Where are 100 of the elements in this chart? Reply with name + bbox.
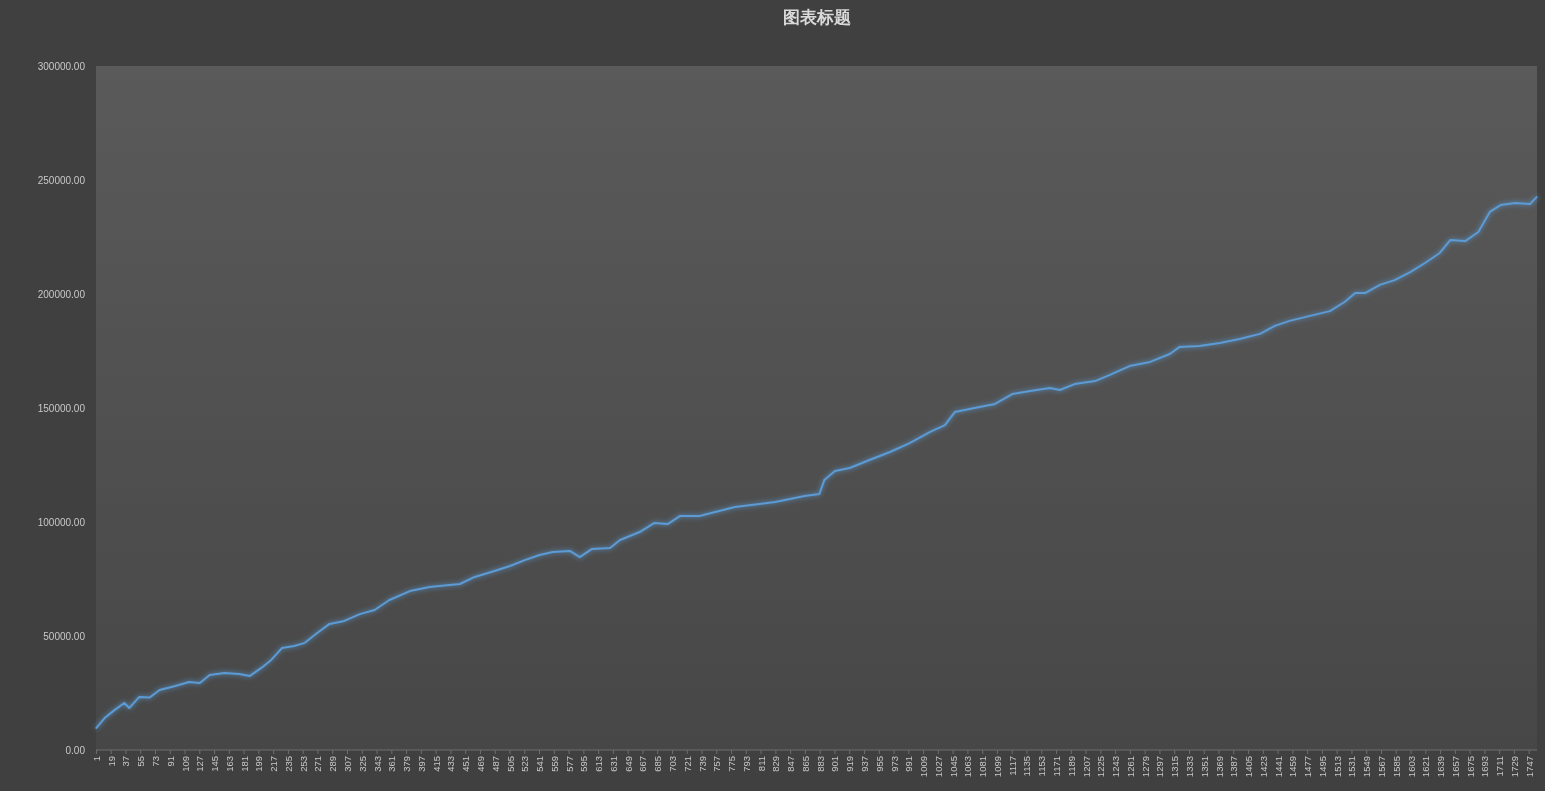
x-tick-label: 541 xyxy=(534,756,546,772)
x-tick-label: 1009 xyxy=(918,756,930,778)
x-tick-label: 505 xyxy=(504,756,516,772)
x-tick-label: 1315 xyxy=(1169,756,1181,778)
x-tick-label: 1441 xyxy=(1272,756,1284,778)
x-tick-label: 1513 xyxy=(1331,756,1343,778)
x-tick-label: 1477 xyxy=(1302,756,1314,778)
x-tick-label: 919 xyxy=(844,756,856,772)
x-tick-label: 37 xyxy=(120,756,132,767)
chart-title: 图表标题 xyxy=(782,8,851,27)
x-tick-label: 1423 xyxy=(1257,756,1269,778)
x-tick-label: 1027 xyxy=(932,756,944,778)
x-tick-label: 451 xyxy=(460,756,472,772)
x-tick-label: 775 xyxy=(726,756,738,772)
x-tick-label: 181 xyxy=(238,756,250,772)
x-tick-label: 631 xyxy=(607,756,619,772)
x-tick-label: 559 xyxy=(548,756,560,772)
x-tick-label: 1117 xyxy=(1006,756,1018,776)
x-tick-label: 1045 xyxy=(947,756,959,778)
x-tick-label: 595 xyxy=(578,756,590,772)
x-tick-label: 1081 xyxy=(977,756,989,778)
x-tick-label: 703 xyxy=(666,756,678,772)
x-tick-label: 1243 xyxy=(1110,756,1122,778)
y-tick-label: 250000.00 xyxy=(37,174,86,186)
x-tick-label: 253 xyxy=(297,756,309,772)
x-tick-label: 55 xyxy=(135,756,147,767)
x-tick-label: 1657 xyxy=(1449,756,1461,778)
x-tick-label: 1063 xyxy=(962,756,974,778)
x-tick-label: 1261 xyxy=(1124,756,1136,778)
x-tick-label: 739 xyxy=(696,756,708,772)
x-tick-label: 1747 xyxy=(1523,756,1535,778)
x-tick-label: 613 xyxy=(593,756,605,772)
x-tick-label: 523 xyxy=(519,756,531,772)
x-tick-label: 289 xyxy=(327,756,339,772)
x-tick-label: 1279 xyxy=(1139,756,1151,778)
x-tick-label: 1387 xyxy=(1228,756,1240,778)
x-tick-label: 685 xyxy=(652,756,664,772)
x-tick-label: 1495 xyxy=(1316,756,1328,778)
x-tick-label: 829 xyxy=(770,756,782,772)
x-tick-label: 937 xyxy=(859,756,871,772)
y-tick-label: 200000.00 xyxy=(37,288,86,300)
x-tick-label: 1693 xyxy=(1479,756,1491,778)
y-tick-label: 150000.00 xyxy=(37,402,86,414)
x-tick-label: 793 xyxy=(740,756,752,772)
x-tick-label: 1585 xyxy=(1390,756,1402,778)
y-tick-label: 100000.00 xyxy=(37,516,86,528)
x-tick-label: 361 xyxy=(386,756,398,772)
x-tick-label: 973 xyxy=(888,756,900,772)
x-tick-label: 721 xyxy=(681,756,693,772)
x-tick-label: 1207 xyxy=(1080,756,1092,778)
x-tick-label: 811 xyxy=(755,756,767,772)
y-tick-label: 50000.00 xyxy=(43,630,86,642)
x-tick-label: 1675 xyxy=(1464,756,1476,778)
y-tick-label: 300000.00 xyxy=(37,60,86,72)
x-tick-label: 325 xyxy=(356,756,368,772)
x-tick-label: 433 xyxy=(445,756,457,772)
x-tick-label: 667 xyxy=(637,756,649,772)
x-tick-label: 1459 xyxy=(1287,756,1299,778)
line-series xyxy=(95,196,1538,729)
x-tick-label: 1189 xyxy=(1065,756,1077,777)
x-tick-label: 1 xyxy=(90,756,102,762)
x-tick-label: 1405 xyxy=(1243,756,1255,778)
x-tick-label: 307 xyxy=(342,756,354,772)
x-tick-label: 1639 xyxy=(1435,756,1447,778)
x-tick-label: 379 xyxy=(401,756,413,772)
x-tick-label: 91 xyxy=(164,756,176,767)
x-tick-label: 1369 xyxy=(1213,756,1225,778)
x-tick-label: 73 xyxy=(149,756,161,767)
x-tick-label: 865 xyxy=(799,756,811,772)
x-tick-label: 955 xyxy=(873,756,885,772)
x-tick-label: 1225 xyxy=(1095,756,1107,778)
x-tick-label: 1549 xyxy=(1361,756,1373,778)
x-tick-label: 469 xyxy=(474,756,486,772)
x-tick-label: 1297 xyxy=(1154,756,1166,778)
x-tick-label: 163 xyxy=(223,756,235,772)
x-tick-label: 235 xyxy=(282,756,294,772)
x-tick-label: 1171 xyxy=(1051,756,1063,777)
x-tick-label: 397 xyxy=(415,756,427,772)
x-tick-label: 1531 xyxy=(1346,756,1358,778)
x-tick-label: 343 xyxy=(371,756,383,772)
x-tick-label: 1135 xyxy=(1021,756,1033,777)
x-tick-label: 757 xyxy=(711,756,723,772)
x-tick-label: 991 xyxy=(903,756,915,772)
x-tick-label: 271 xyxy=(312,756,324,772)
x-tick-label: 577 xyxy=(563,756,575,772)
x-tick-label: 19 xyxy=(105,756,117,767)
x-tick-label: 847 xyxy=(785,756,797,772)
x-tick-label: 1729 xyxy=(1508,756,1520,778)
x-tick-label: 1567 xyxy=(1375,756,1387,778)
x-tick-label: 487 xyxy=(489,756,501,772)
x-tick-label: 901 xyxy=(829,756,841,772)
x-tick-label: 415 xyxy=(430,756,442,772)
x-tick-label: 1351 xyxy=(1198,756,1210,778)
x-tick-label: 1603 xyxy=(1405,756,1417,778)
x-tick-label: 883 xyxy=(814,756,826,772)
x-tick-label: 1333 xyxy=(1183,756,1195,778)
x-tick-label: 145 xyxy=(209,756,221,772)
x-tick-label: 1099 xyxy=(991,756,1003,778)
x-tick-label: 1621 xyxy=(1420,756,1432,778)
x-tick-label: 217 xyxy=(268,756,280,772)
